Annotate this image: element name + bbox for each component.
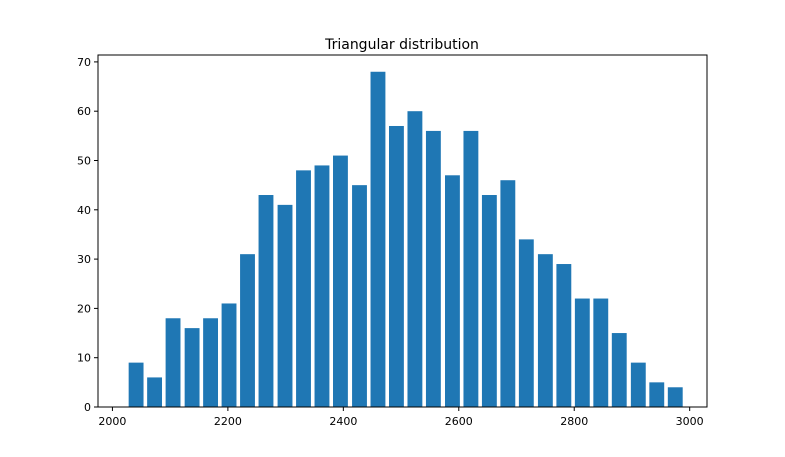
histogram-bar <box>556 264 572 407</box>
histogram-bar <box>481 195 497 407</box>
x-tick-label: 2000 <box>98 415 126 428</box>
x-tick-label: 2200 <box>214 415 242 428</box>
histogram-bar <box>500 180 516 407</box>
histogram-bar <box>649 382 665 407</box>
histogram-bar <box>258 195 274 407</box>
y-tick-label: 50 <box>77 155 91 168</box>
histogram-bar <box>352 185 367 407</box>
y-tick-label: 0 <box>84 401 91 414</box>
histogram-bar <box>667 387 683 407</box>
histogram-bar <box>611 333 627 407</box>
histogram-bar <box>389 125 404 408</box>
y-tick-label: 10 <box>77 352 91 365</box>
histogram-bar <box>203 318 218 407</box>
plot-area-frame <box>97 54 708 408</box>
histogram-bar <box>463 130 479 408</box>
x-tick-label: 2400 <box>329 415 357 428</box>
y-tick-label: 40 <box>77 204 91 217</box>
histogram-bar <box>370 71 386 407</box>
histogram-bar <box>445 175 460 407</box>
y-tick-label: 60 <box>77 105 91 118</box>
y-tick-label: 30 <box>77 253 91 266</box>
chart-title: Triangular distribution <box>324 37 479 53</box>
bars-group <box>128 71 683 408</box>
histogram-bar <box>165 318 181 407</box>
x-axis: 2000 2200 2400 2600 2800 3000 <box>98 407 704 428</box>
histogram-bar <box>296 170 311 407</box>
y-axis: 0 10 20 30 40 50 60 70 <box>77 56 98 414</box>
x-tick-label: 2600 <box>445 415 473 428</box>
histogram-bar <box>184 328 200 407</box>
histogram-bar <box>537 254 553 407</box>
histogram-bar <box>407 111 423 407</box>
histogram-bar <box>147 377 163 407</box>
histogram-bar <box>518 239 534 407</box>
y-tick-label: 70 <box>77 56 91 69</box>
histogram-bar <box>128 362 144 407</box>
histogram-bar <box>240 254 255 407</box>
histogram-bar <box>314 165 330 407</box>
x-tick-label: 3000 <box>676 415 704 428</box>
histogram-bar <box>593 298 609 407</box>
histogram-bar <box>221 303 237 407</box>
histogram-bar <box>630 362 646 407</box>
histogram-bar <box>333 155 348 407</box>
histogram-bar <box>574 298 590 407</box>
histogram-bar <box>425 130 441 408</box>
x-tick-label: 2800 <box>560 415 588 428</box>
y-tick-label: 20 <box>77 302 91 315</box>
histogram-bar <box>277 204 293 407</box>
